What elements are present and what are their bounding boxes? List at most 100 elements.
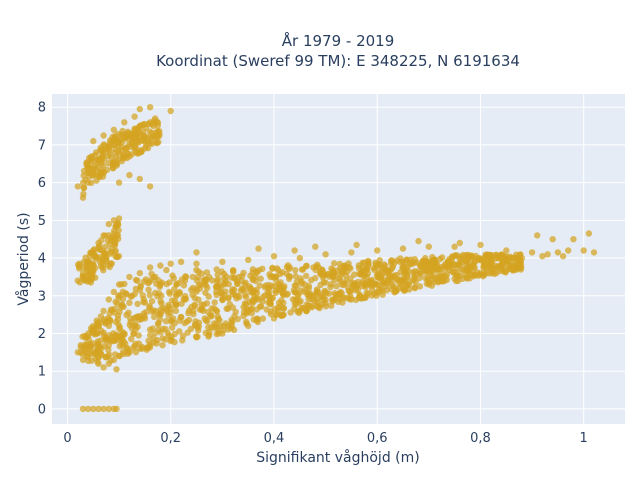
data-point <box>95 244 102 251</box>
y-tick-label: 6 <box>38 176 46 191</box>
data-point <box>399 285 407 292</box>
data-point <box>84 258 92 265</box>
data-point <box>397 255 404 262</box>
chart-title-line2: Koordinat (Sweref 99 TM): E 348225, N 61… <box>156 52 520 70</box>
data-point <box>466 253 474 260</box>
data-point <box>339 299 346 306</box>
data-point <box>146 303 153 310</box>
data-point <box>234 292 241 299</box>
data-point <box>417 263 425 270</box>
data-point <box>202 289 209 296</box>
data-point <box>313 302 320 310</box>
data-point <box>119 335 126 343</box>
data-point <box>84 179 92 186</box>
data-point <box>146 119 154 126</box>
data-point <box>165 312 172 319</box>
data-point <box>146 183 154 190</box>
data-point <box>269 265 276 272</box>
data-point <box>115 352 123 360</box>
data-point <box>193 277 201 284</box>
data-point <box>310 264 317 271</box>
x-tick-labels: 0 0,2 0,4 0,6 0,8 1 <box>63 431 587 446</box>
data-point <box>126 130 133 137</box>
data-point <box>193 334 200 341</box>
data-point <box>411 270 419 277</box>
data-point <box>76 265 83 272</box>
data-point <box>456 256 464 263</box>
data-point <box>477 269 484 277</box>
data-point <box>441 263 448 270</box>
data-point <box>177 258 185 265</box>
data-point <box>446 262 453 269</box>
data-point <box>238 273 246 280</box>
data-point <box>315 289 322 296</box>
data-point <box>213 330 220 338</box>
data-point <box>234 280 241 287</box>
data-point <box>503 247 510 254</box>
data-point <box>267 300 275 308</box>
data-point <box>590 249 598 256</box>
data-point <box>202 282 210 289</box>
data-point <box>146 326 154 333</box>
data-point <box>170 275 177 282</box>
data-point <box>317 281 324 289</box>
data-point <box>105 145 113 152</box>
data-point <box>74 277 82 284</box>
x-tick-label: 0 <box>63 431 71 446</box>
data-point <box>220 275 228 283</box>
data-point <box>131 322 138 330</box>
data-point <box>92 274 99 281</box>
data-point <box>83 263 90 271</box>
data-point <box>257 303 264 310</box>
y-tick-label: 2 <box>38 327 46 342</box>
data-point <box>225 294 232 301</box>
data-point <box>456 239 463 247</box>
data-point <box>157 311 164 318</box>
data-point <box>152 115 159 122</box>
data-point <box>195 327 202 334</box>
data-point <box>338 269 346 276</box>
data-point <box>477 241 484 249</box>
data-point <box>111 305 118 312</box>
data-point <box>451 243 458 250</box>
data-point <box>93 177 100 184</box>
data-point <box>345 260 352 267</box>
data-point <box>182 273 190 281</box>
data-point <box>97 168 104 176</box>
data-point <box>291 247 298 254</box>
data-point <box>101 342 108 350</box>
data-point <box>158 300 165 307</box>
data-point <box>90 349 97 356</box>
data-point <box>136 175 143 183</box>
data-point <box>518 254 525 262</box>
data-point <box>296 307 303 315</box>
x-tick-label: 0,6 <box>367 431 388 446</box>
data-point <box>90 247 97 254</box>
data-point <box>193 260 200 267</box>
data-point <box>163 280 170 288</box>
data-point <box>328 281 335 288</box>
data-point <box>313 296 321 303</box>
data-point <box>110 356 118 364</box>
data-point <box>105 405 113 413</box>
data-point <box>110 288 118 296</box>
data-point <box>480 257 487 264</box>
data-point <box>110 126 118 133</box>
data-point <box>219 296 226 303</box>
data-point <box>331 276 338 283</box>
data-point <box>322 300 329 307</box>
data-point <box>293 300 300 308</box>
data-point <box>332 291 339 299</box>
data-point <box>196 285 204 292</box>
data-point <box>122 145 129 152</box>
data-point <box>115 215 123 222</box>
data-point <box>377 275 384 283</box>
data-point <box>135 332 142 339</box>
data-point <box>151 313 158 320</box>
data-point <box>375 269 382 277</box>
data-point <box>277 312 285 319</box>
data-point <box>554 249 562 256</box>
data-point <box>176 288 183 296</box>
x-axis-title: Signifikant våghöjd (m) <box>256 449 419 466</box>
data-point <box>480 264 487 271</box>
